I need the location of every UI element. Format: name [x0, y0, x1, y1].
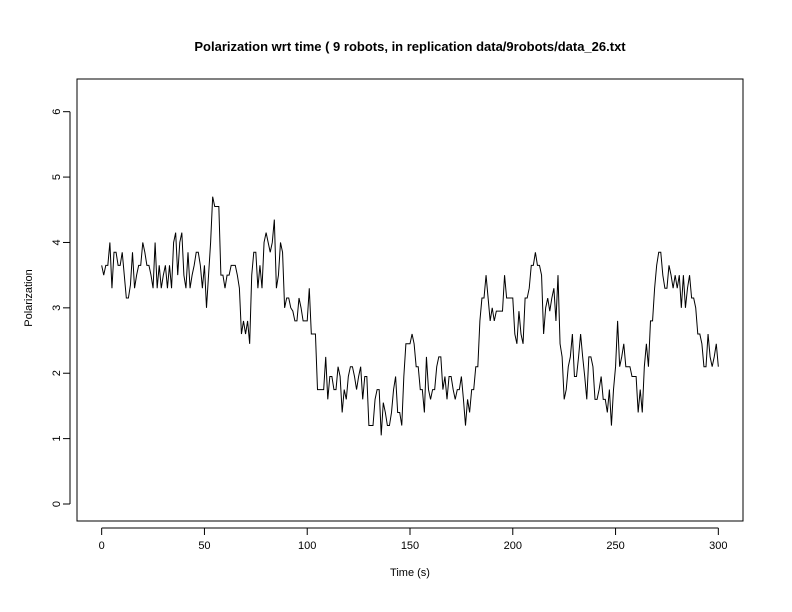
chart-title: Polarization wrt time ( 9 robots, in rep… — [194, 39, 626, 54]
y-tick-label: 0 — [51, 501, 63, 507]
x-axis: 0 50 100 150 200 250 300 — [99, 527, 728, 552]
x-tick-label: 50 — [198, 540, 210, 552]
y-tick-label: 4 — [51, 239, 63, 245]
x-tick-label: 150 — [401, 540, 419, 552]
y-tick-label: 3 — [51, 305, 63, 311]
y-axis-label: Polarization — [23, 269, 35, 326]
x-tick-label: 0 — [99, 540, 105, 552]
y-tick-label: 2 — [51, 370, 63, 376]
x-tick-label: 300 — [709, 540, 727, 552]
x-tick-label: 200 — [504, 540, 522, 552]
x-tick-label: 250 — [606, 540, 624, 552]
x-axis-label: Time (s) — [390, 567, 430, 579]
x-tick-label: 100 — [298, 540, 316, 552]
plot-area-frame — [76, 78, 744, 522]
y-axis: 0 1 2 3 4 5 6 — [51, 109, 71, 507]
y-tick-label: 5 — [51, 174, 63, 180]
polarization-series-line — [101, 196, 719, 436]
y-tick-label: 6 — [51, 109, 63, 115]
y-tick-label: 1 — [51, 436, 63, 442]
